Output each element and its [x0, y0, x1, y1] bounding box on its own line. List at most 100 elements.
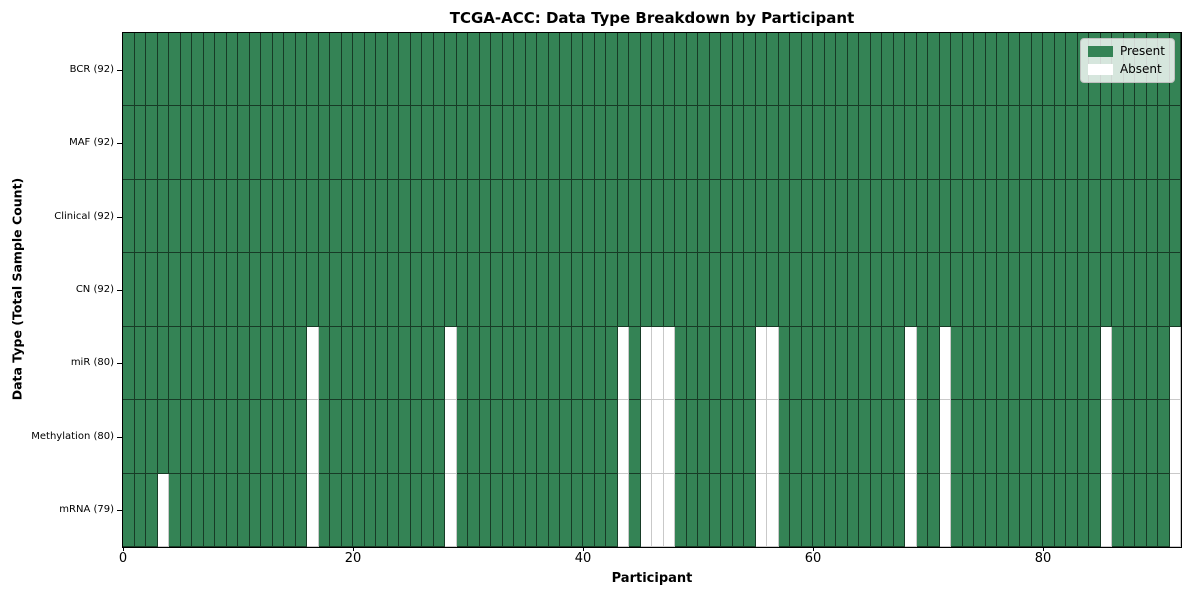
- heatmap-cell: [192, 106, 204, 180]
- heatmap-cell: [410, 179, 422, 254]
- heatmap-cell: [962, 326, 974, 401]
- heatmap-cell: [387, 326, 399, 401]
- heatmap-cell: [249, 179, 261, 254]
- legend-entry-absent: Absent: [1087, 63, 1165, 76]
- heatmap-cell: [1031, 106, 1043, 180]
- heatmap-cell: [330, 253, 342, 327]
- heatmap-cell: [433, 326, 445, 401]
- heatmap-cell: [456, 33, 468, 107]
- heatmap-cell: [1031, 33, 1043, 107]
- heatmap-cell: [284, 400, 296, 474]
- heatmap-cell: [882, 106, 894, 180]
- heatmap-cell: [1158, 473, 1170, 547]
- heatmap-cell: [709, 473, 721, 547]
- heatmap-cell: [629, 253, 641, 327]
- heatmap-cell: [1043, 179, 1055, 254]
- heatmap-cell: [698, 33, 710, 107]
- heatmap-cell: [491, 253, 503, 327]
- heatmap-cell: [330, 106, 342, 180]
- heatmap-cell: [169, 400, 181, 474]
- heatmap-cell: [801, 106, 813, 180]
- heatmap-cell: [560, 473, 572, 547]
- heatmap-cell: [870, 253, 882, 327]
- heatmap-cell: [617, 326, 629, 401]
- heatmap-cell: [502, 253, 514, 327]
- heatmap-cell: [767, 400, 779, 474]
- heatmap-cell: [767, 253, 779, 327]
- heatmap-cell: [571, 33, 583, 107]
- heatmap-cell: [1020, 106, 1032, 180]
- heatmap-cell: [295, 473, 307, 547]
- heatmap-cell: [606, 326, 618, 401]
- heatmap-cell: [134, 473, 146, 547]
- heatmap-cell: [951, 400, 963, 474]
- heatmap-cell: [951, 326, 963, 401]
- heatmap-cell: [640, 179, 652, 254]
- y-tick-mark: [117, 363, 122, 365]
- heatmap-cell: [548, 33, 560, 107]
- heatmap-cell: [594, 179, 606, 254]
- heatmap-cell: [721, 400, 733, 474]
- heatmap-cell: [974, 106, 986, 180]
- heatmap-cell: [1031, 179, 1043, 254]
- heatmap-cell: [203, 106, 215, 180]
- heatmap-cell: [997, 473, 1009, 547]
- heatmap-cell: [709, 253, 721, 327]
- heatmap-cell: [824, 33, 836, 107]
- heatmap-cell: [686, 106, 698, 180]
- heatmap-cell: [272, 106, 284, 180]
- heatmap-cell: [192, 400, 204, 474]
- heatmap-cell: [962, 106, 974, 180]
- heatmap-cell: [272, 473, 284, 547]
- heatmap-cell: [767, 326, 779, 401]
- heatmap-cell: [157, 179, 169, 254]
- heatmap-cell: [1077, 326, 1089, 401]
- heatmap-cell: [307, 326, 319, 401]
- heatmap-cell: [721, 473, 733, 547]
- heatmap-cell: [1054, 400, 1066, 474]
- heatmap-cell: [870, 179, 882, 254]
- heatmap-cell: [226, 326, 238, 401]
- heatmap-cell: [157, 106, 169, 180]
- heatmap-cell: [813, 179, 825, 254]
- heatmap-cell: [1054, 33, 1066, 107]
- heatmap-cell: [939, 473, 951, 547]
- heatmap-cell: [318, 400, 330, 474]
- heatmap-cell: [755, 33, 767, 107]
- heatmap-cell: [330, 326, 342, 401]
- heatmap-cell: [1054, 473, 1066, 547]
- heatmap-cell: [594, 106, 606, 180]
- heatmap-cell: [1020, 326, 1032, 401]
- heatmap-cell: [261, 326, 273, 401]
- heatmap-cell: [226, 33, 238, 107]
- heatmap-cell: [1135, 326, 1147, 401]
- heatmap-cell: [318, 253, 330, 327]
- heatmap-cell: [1169, 33, 1181, 107]
- heatmap-cell: [1112, 253, 1124, 327]
- heatmap-cell: [767, 106, 779, 180]
- heatmap-cell: [422, 179, 434, 254]
- heatmap-cell: [1112, 326, 1124, 401]
- heatmap-cell: [330, 400, 342, 474]
- heatmap-cell: [215, 33, 227, 107]
- heatmap-cell: [134, 400, 146, 474]
- heatmap-cell: [1077, 106, 1089, 180]
- heatmap-cell: [916, 473, 928, 547]
- heatmap-cell: [916, 33, 928, 107]
- heatmap-cell: [123, 473, 135, 547]
- x-axis-label: Participant: [611, 571, 693, 586]
- heatmap-cell: [1169, 473, 1181, 547]
- heatmap-cell: [491, 33, 503, 107]
- heatmap-cell: [939, 33, 951, 107]
- heatmap-cell: [721, 106, 733, 180]
- heatmap-cell: [629, 473, 641, 547]
- heatmap-cell: [790, 473, 802, 547]
- heatmap-cell: [479, 473, 491, 547]
- heatmap-cell: [514, 33, 526, 107]
- heatmap-cell: [330, 179, 342, 254]
- heatmap-cell: [249, 326, 261, 401]
- heatmap-cell: [928, 400, 940, 474]
- heatmap-cell: [847, 253, 859, 327]
- heatmap-cell: [272, 253, 284, 327]
- heatmap-cell: [686, 400, 698, 474]
